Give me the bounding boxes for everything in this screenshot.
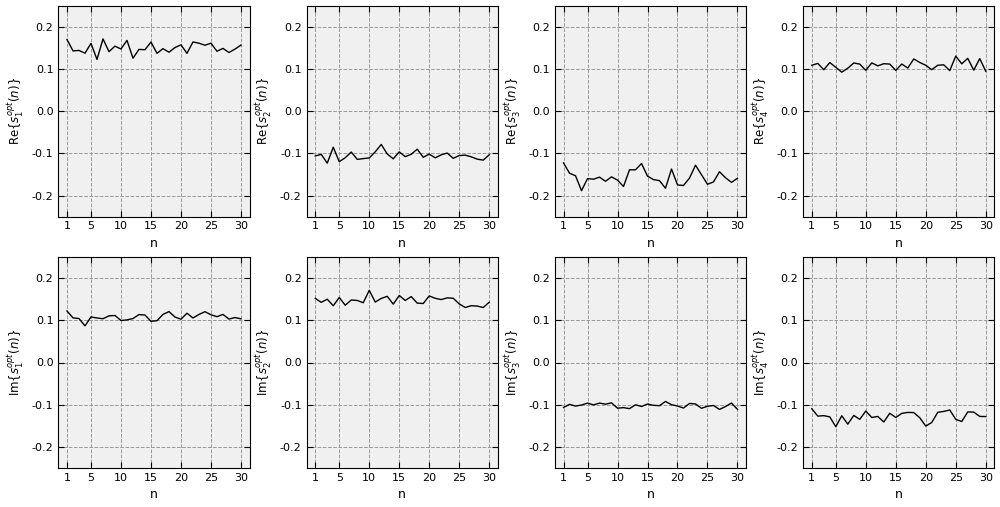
Y-axis label: Re$\{s_{3}^{opt}(n)\}$: Re$\{s_{3}^{opt}(n)\}$ (502, 77, 523, 145)
X-axis label: n: n (647, 488, 654, 501)
Y-axis label: Re$\{s_{4}^{opt}(n)\}$: Re$\{s_{4}^{opt}(n)\}$ (750, 77, 771, 145)
X-axis label: n: n (150, 488, 158, 501)
X-axis label: n: n (398, 488, 406, 501)
Y-axis label: Im$\{s_{1}^{opt}(n)\}$: Im$\{s_{1}^{opt}(n)\}$ (6, 329, 26, 396)
X-axis label: n: n (895, 488, 903, 501)
Y-axis label: Re$\{s_{1}^{opt}(n)\}$: Re$\{s_{1}^{opt}(n)\}$ (6, 77, 26, 145)
Y-axis label: Im$\{s_{4}^{opt}(n)\}$: Im$\{s_{4}^{opt}(n)\}$ (750, 329, 771, 396)
X-axis label: n: n (150, 237, 158, 250)
Y-axis label: Re$\{s_{2}^{opt}(n)\}$: Re$\{s_{2}^{opt}(n)\}$ (254, 77, 274, 145)
X-axis label: n: n (398, 237, 406, 250)
X-axis label: n: n (647, 237, 654, 250)
X-axis label: n: n (895, 237, 903, 250)
Y-axis label: Im$\{s_{2}^{opt}(n)\}$: Im$\{s_{2}^{opt}(n)\}$ (254, 329, 274, 396)
Y-axis label: Im$\{s_{3}^{opt}(n)\}$: Im$\{s_{3}^{opt}(n)\}$ (502, 329, 523, 396)
